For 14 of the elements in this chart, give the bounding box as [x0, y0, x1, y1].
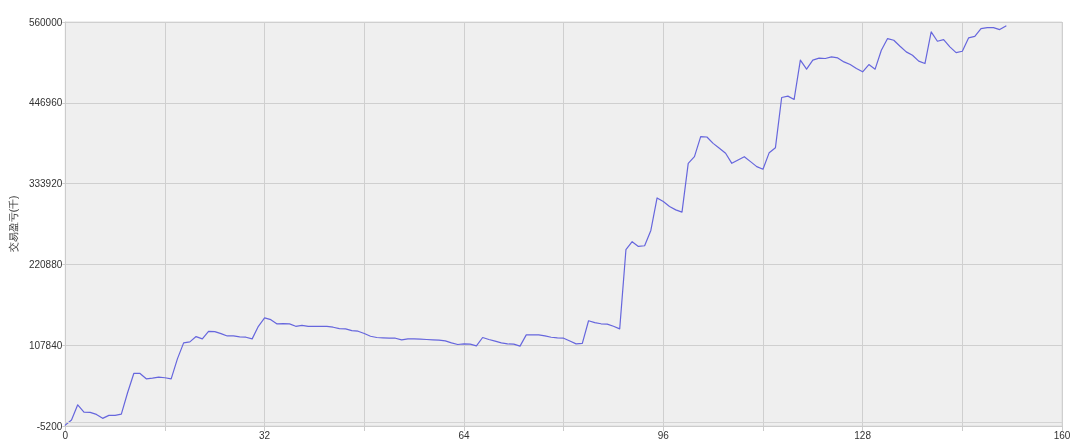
y-tick-label: 446960: [28, 97, 63, 109]
x-tick-label: 96: [657, 429, 670, 441]
x-tick-label: 0: [62, 429, 69, 441]
x-tick-label: 32: [259, 429, 271, 441]
y-tick-label: 333920: [28, 178, 63, 190]
y-tick-label: 107840: [28, 339, 63, 351]
y-tick-label: 220880: [28, 258, 63, 270]
line-series: [64, 25, 1007, 426]
y-tick-label: -5200: [36, 420, 63, 432]
x-tick-label: 64: [458, 429, 470, 441]
y-tick-label: 560000: [28, 16, 63, 28]
y-axis-title: 交易盈亏(千): [7, 195, 19, 253]
x-tick-label: 160: [1053, 429, 1071, 441]
x-tick-label: 128: [854, 429, 872, 441]
